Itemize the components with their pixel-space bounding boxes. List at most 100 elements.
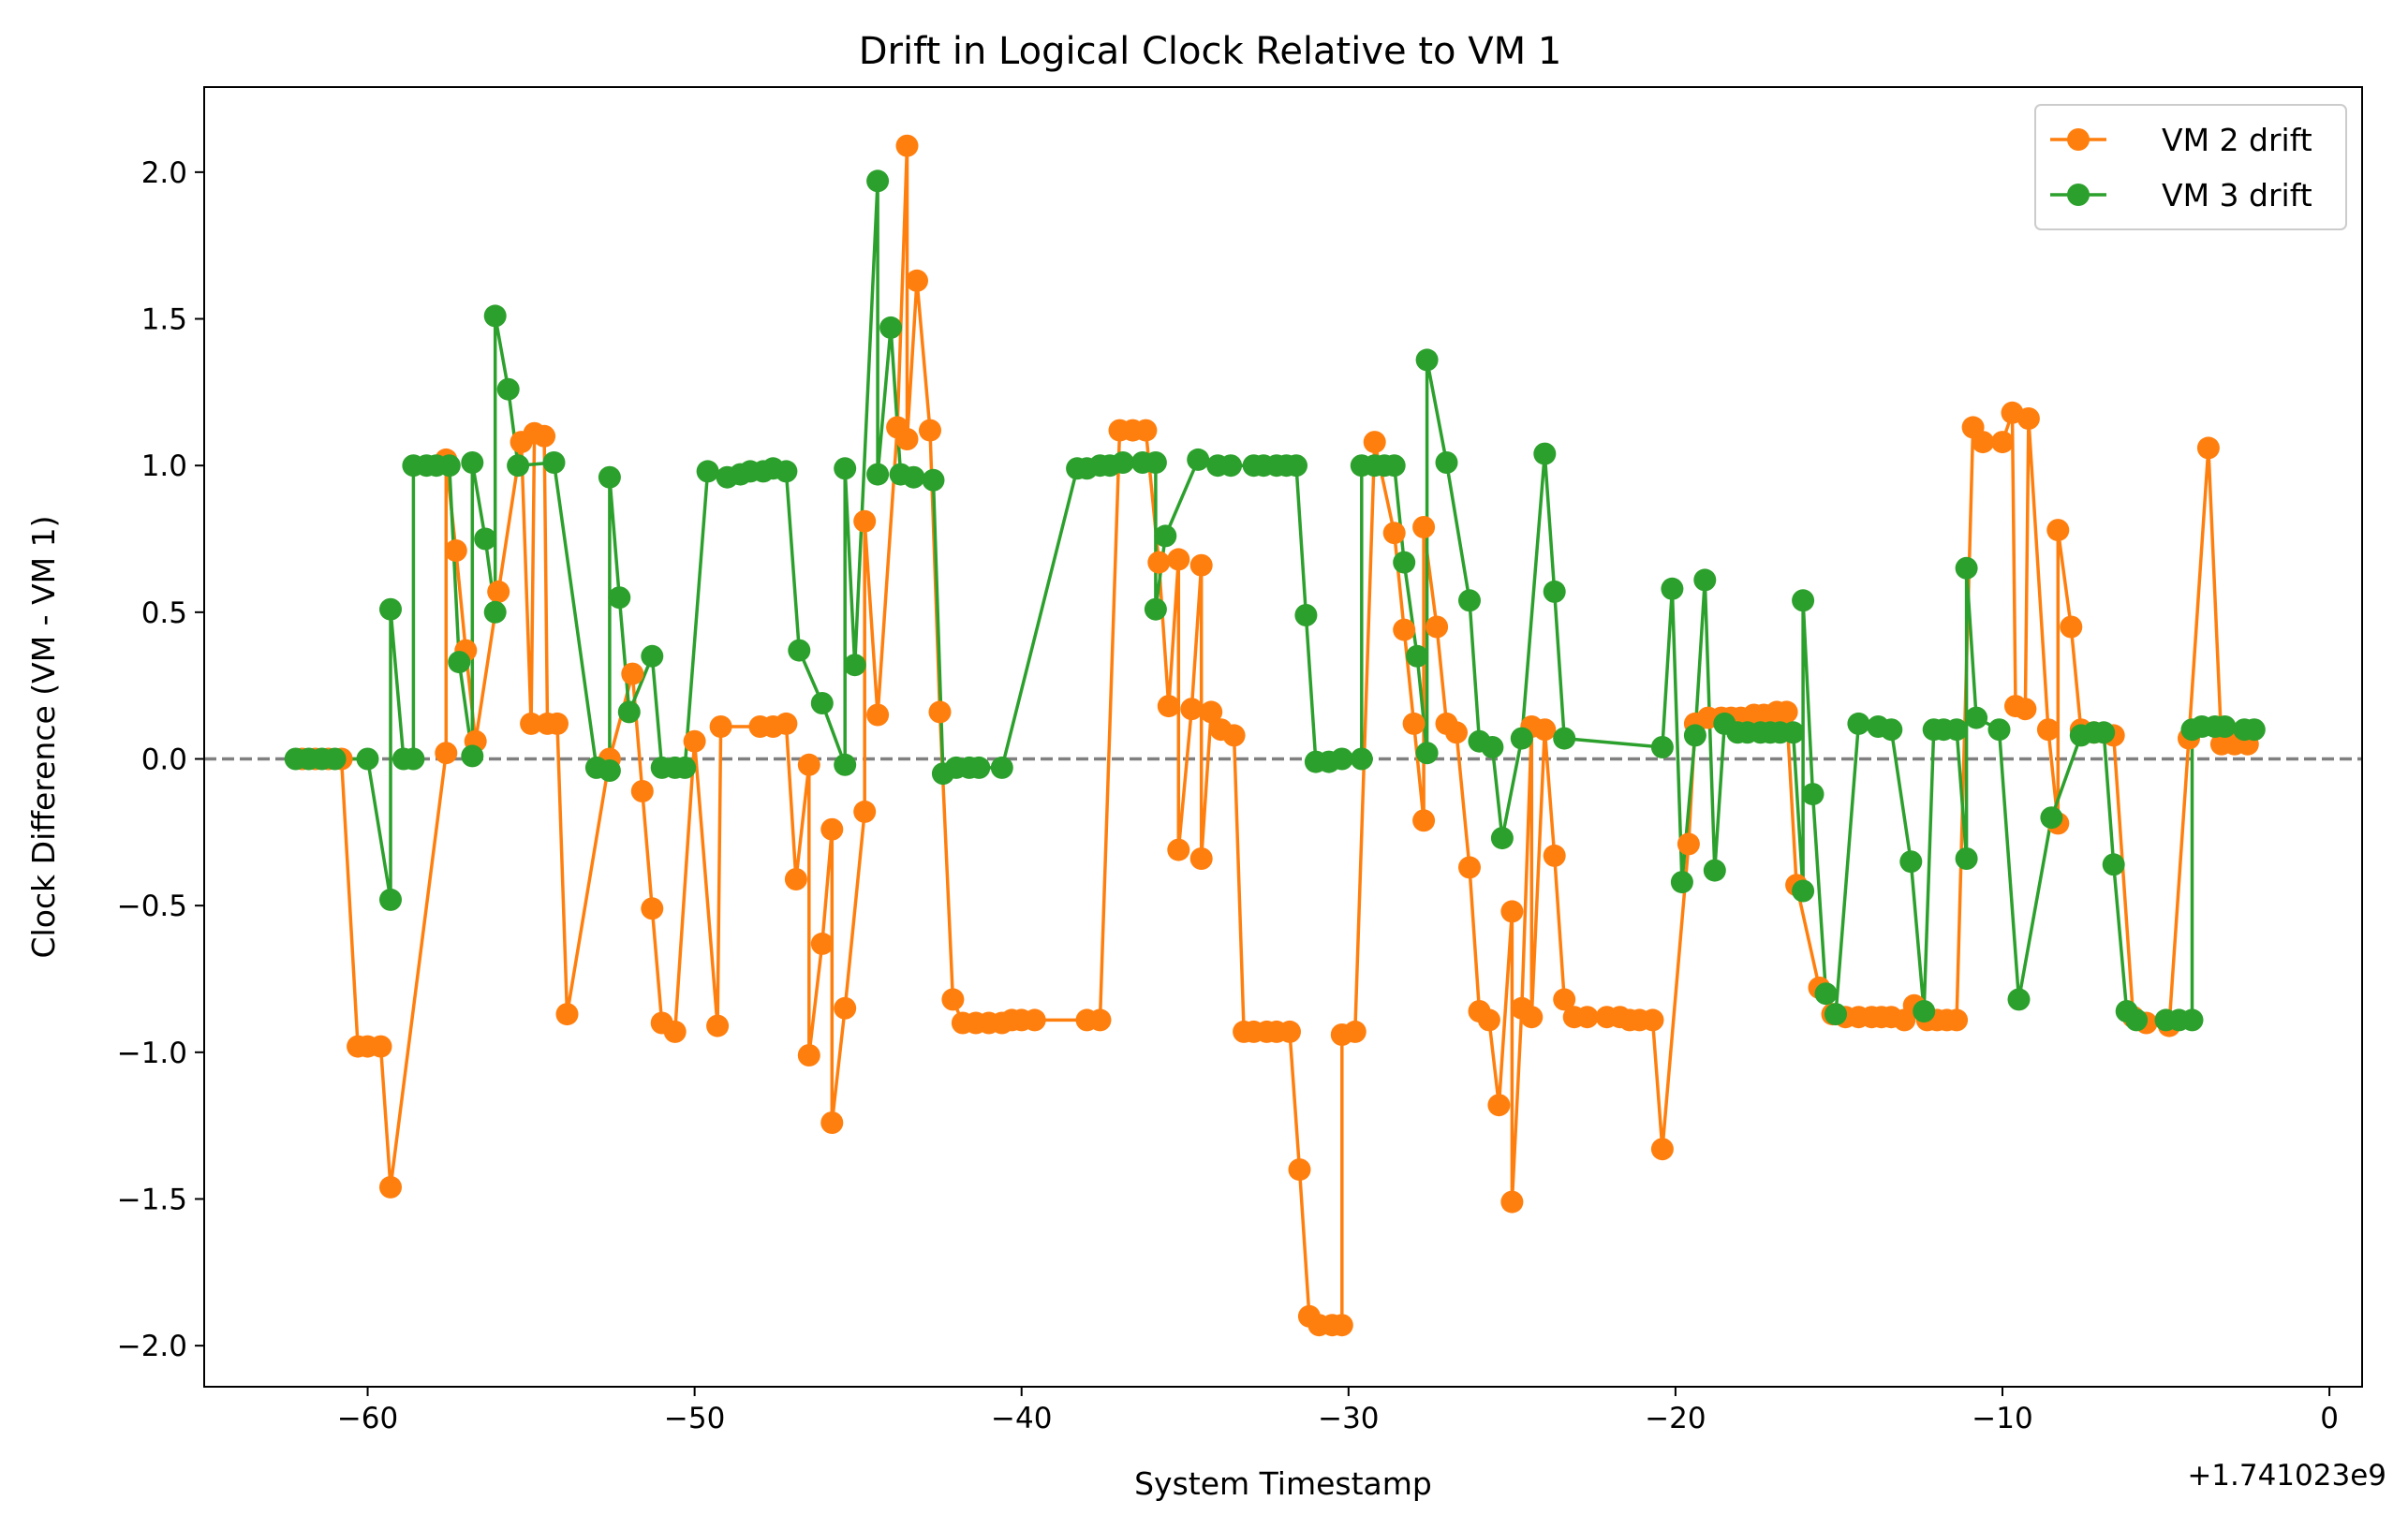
y-tick-label: 0.5 bbox=[141, 596, 187, 630]
data-point-vm3-105 bbox=[1781, 721, 1805, 744]
data-point-vm3-53 bbox=[990, 756, 1013, 779]
y-tick-label: −1.5 bbox=[117, 1183, 187, 1216]
x-tick-label: −40 bbox=[991, 1402, 1052, 1435]
data-point-vm3-24 bbox=[598, 465, 621, 489]
x-tick-label: −20 bbox=[1645, 1402, 1706, 1435]
data-point-vm2-66 bbox=[1180, 698, 1204, 721]
data-point-vm2-86 bbox=[1393, 618, 1416, 641]
legend: VM 2 drift VM 3 drift bbox=[2034, 104, 2347, 230]
data-point-vm2-38 bbox=[820, 1111, 844, 1134]
data-point-vm3-38 bbox=[788, 639, 811, 662]
data-point-vm3-25 bbox=[608, 586, 631, 610]
data-point-vm2-97 bbox=[1500, 900, 1524, 923]
data-point-vm3-52 bbox=[968, 756, 991, 779]
data-point-vm2-42 bbox=[866, 703, 890, 727]
data-point-vm3-6 bbox=[379, 597, 402, 621]
data-point-vm2-143 bbox=[2017, 407, 2040, 430]
data-point-vm2-68 bbox=[1189, 847, 1213, 870]
data-point-vm2-146 bbox=[2046, 519, 2070, 542]
data-point-vm3-130 bbox=[2125, 1008, 2149, 1032]
x-axis: −60 −50 −40 −30 −20 −10 0 bbox=[337, 1387, 2339, 1435]
data-point-vm3-96 bbox=[1683, 724, 1706, 747]
x-tick-label: −30 bbox=[1318, 1402, 1379, 1435]
data-point-vm2-89 bbox=[1412, 516, 1436, 538]
data-point-vm2-36 bbox=[810, 932, 834, 955]
data-point-vm2-111 bbox=[1641, 1008, 1664, 1032]
data-point-vm3-26 bbox=[617, 700, 641, 724]
data-point-vm2-56 bbox=[1023, 1008, 1046, 1032]
data-point-vm3-3 bbox=[323, 747, 347, 771]
data-point-vm3-48 bbox=[922, 468, 945, 492]
data-point-vm3-37 bbox=[775, 460, 798, 483]
data-point-vm2-103 bbox=[1543, 844, 1566, 867]
data-point-vm2-23 bbox=[630, 780, 654, 802]
data-point-vm3-47 bbox=[902, 465, 925, 489]
data-point-vm3-122 bbox=[1987, 718, 2011, 742]
legend-label-vm2: VM 2 drift bbox=[2162, 122, 2312, 158]
data-point-vm2-112 bbox=[1650, 1138, 1674, 1161]
data-point-vm2-17 bbox=[533, 424, 556, 448]
data-point-vm3-109 bbox=[1814, 982, 1838, 1006]
data-point-vm2-122 bbox=[1775, 700, 1798, 724]
data-point-vm2-39 bbox=[834, 996, 857, 1020]
data-point-vm2-27 bbox=[683, 729, 706, 753]
data-point-vm2-71 bbox=[1222, 724, 1246, 747]
data-point-vm2-95 bbox=[1477, 1008, 1500, 1032]
data-point-vm3-98 bbox=[1703, 859, 1726, 882]
data-point-vm2-8 bbox=[435, 742, 458, 765]
data-point-vm3-12 bbox=[437, 454, 461, 478]
data-point-vm2-104 bbox=[1553, 988, 1576, 1011]
data-point-vm3-127 bbox=[2092, 721, 2116, 744]
data-point-vm3-14 bbox=[461, 744, 484, 768]
data-point-vm3-139 bbox=[2242, 718, 2266, 742]
data-point-vm3-75 bbox=[1350, 747, 1373, 771]
data-point-vm3-17 bbox=[483, 600, 507, 624]
y-tick-label: 0.0 bbox=[141, 743, 187, 776]
y-tick-label: 1.0 bbox=[141, 449, 187, 483]
data-point-vm3-91 bbox=[1543, 580, 1566, 603]
data-point-vm3-20 bbox=[507, 454, 530, 478]
data-point-vm2-69 bbox=[1200, 700, 1223, 724]
data-point-vm2-106 bbox=[1575, 1006, 1599, 1029]
x-tick-label: 0 bbox=[2320, 1402, 2339, 1435]
data-point-vm3-87 bbox=[1481, 736, 1504, 758]
data-point-vm2-40 bbox=[853, 800, 877, 823]
y-axis: 2.0 1.5 1.0 0.5 0.0 −0.5 −1.0 −1.5 −2.0 bbox=[117, 156, 204, 1363]
y-tick-label: −1.0 bbox=[117, 1037, 187, 1070]
data-point-vm3-83 bbox=[1415, 348, 1439, 372]
y-axis-label: Clock Difference (VM - VM 1) bbox=[25, 516, 62, 959]
data-point-vm3-65 bbox=[1219, 454, 1243, 478]
data-point-vm2-28 bbox=[706, 1014, 730, 1037]
data-point-vm3-43 bbox=[866, 169, 890, 193]
data-point-vm3-108 bbox=[1801, 783, 1824, 806]
y-tick-label: 1.5 bbox=[141, 303, 187, 337]
data-point-vm3-62 bbox=[1154, 524, 1177, 548]
data-point-vm2-113 bbox=[1677, 832, 1700, 856]
data-point-vm2-34 bbox=[797, 753, 820, 776]
data-point-vm2-15 bbox=[520, 712, 543, 735]
data-point-vm2-62 bbox=[1147, 551, 1171, 574]
data-point-vm2-85 bbox=[1382, 522, 1406, 545]
legend-box bbox=[2034, 104, 2347, 230]
data-point-vm3-71 bbox=[1294, 604, 1318, 626]
data-point-vm3-23 bbox=[598, 759, 621, 782]
data-point-vm3-79 bbox=[1382, 454, 1406, 478]
data-point-vm2-139 bbox=[1991, 431, 2014, 454]
legend-marker-vm2 bbox=[2067, 128, 2090, 151]
data-point-vm3-120 bbox=[1955, 556, 1978, 580]
data-point-vm2-64 bbox=[1167, 548, 1190, 571]
data-point-vm3-58 bbox=[1111, 451, 1134, 474]
data-point-vm3-88 bbox=[1490, 827, 1514, 850]
data-point-vm2-155 bbox=[2196, 436, 2220, 460]
data-point-vm2-144 bbox=[2036, 718, 2060, 742]
data-point-vm2-101 bbox=[1520, 1006, 1544, 1029]
data-point-vm3-5 bbox=[379, 888, 402, 911]
data-point-vm3-40 bbox=[834, 753, 857, 776]
data-point-vm3-61 bbox=[1144, 597, 1167, 621]
data-point-vm3-97 bbox=[1693, 568, 1717, 592]
data-point-vm2-48 bbox=[928, 700, 952, 724]
data-point-vm2-81 bbox=[1330, 1314, 1353, 1337]
plot-markers bbox=[284, 134, 2266, 1337]
data-point-vm2-13 bbox=[487, 580, 510, 603]
